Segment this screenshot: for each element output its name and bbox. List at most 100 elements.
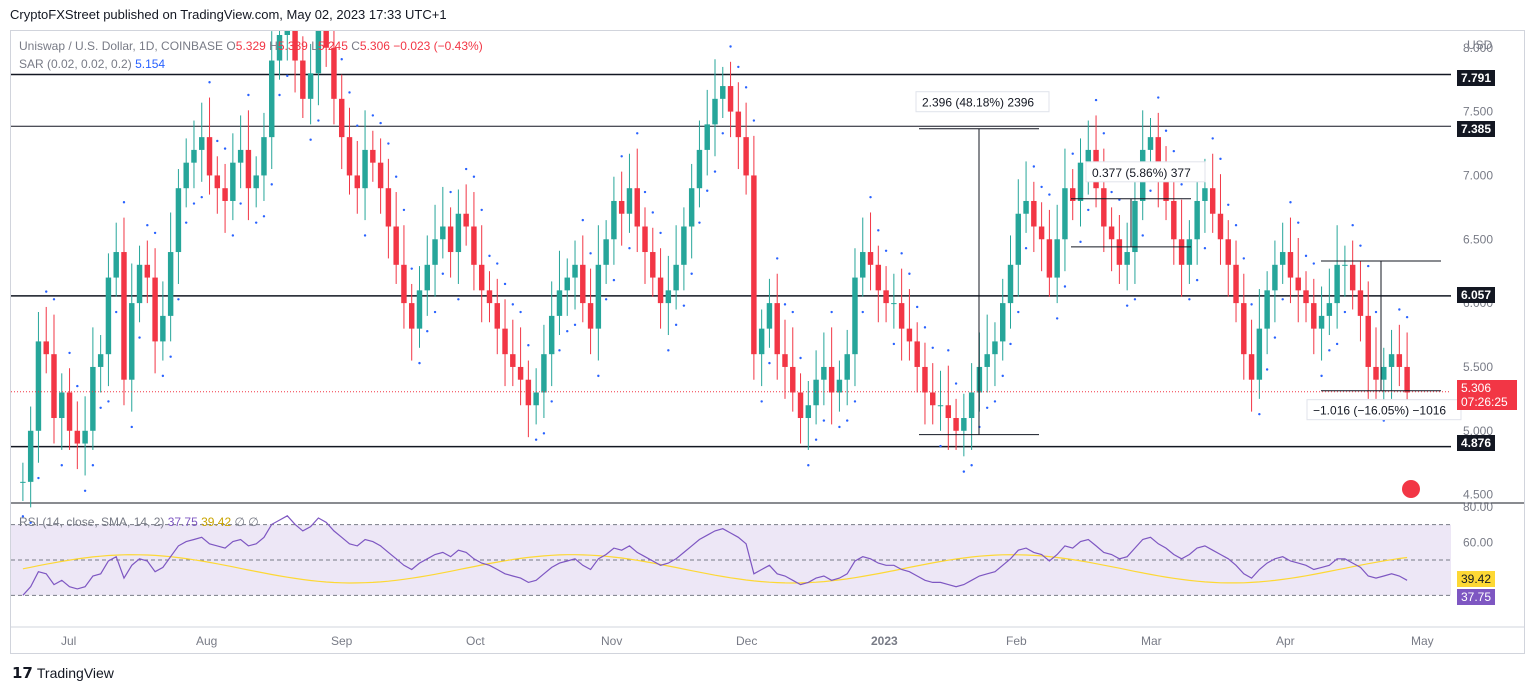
candle-body [1186,239,1193,265]
candle-body [276,35,283,61]
candle-body [346,137,353,176]
candle-body [494,303,500,329]
x-axis-tick: Nov [601,634,622,648]
sar-dot [542,432,546,435]
rsi-value: 37.75 [167,515,198,529]
sar-dot [317,119,320,122]
sar-dot [192,202,196,205]
sar-dot [1281,298,1284,301]
candle-body [782,354,788,367]
sar-dot [1180,183,1183,186]
rsi-line [22,515,1408,596]
sar-dot [1273,336,1277,339]
measure-label: 2.396 (48.18%) 2396 [922,96,1034,110]
rsi-extra: ∅ ∅ [234,515,259,529]
sar-dot [1265,368,1269,371]
sar-dot [91,464,95,467]
sar-dot [52,298,56,301]
candle-body [385,188,392,227]
symbol-legend: Uniswap / U.S. Dollar, 1D, COINBASE O5.3… [19,39,483,53]
chart-canvas[interactable]: 8.0007.5007.0006.5006.0005.5005.0004.500… [11,31,1524,653]
x-axis-tick: Mar [1141,634,1162,648]
candle-body [1155,137,1161,176]
candle-body [790,366,796,393]
candle-body [618,200,625,214]
candle-body [323,31,329,48]
sar-dot [1063,285,1067,288]
candle-body [1381,366,1387,380]
candle-body [1318,315,1325,329]
sar-dot [985,406,989,409]
candle-body [237,149,244,163]
candle-body [945,405,952,419]
sar-dot [737,65,740,69]
sar-dot [993,400,997,403]
candle-body [1209,188,1216,214]
candle-body [261,137,267,176]
candle-body [1373,366,1379,380]
y-axis-tick: 7.000 [1463,168,1493,182]
sar-dot [853,400,857,403]
candle-body [315,31,322,74]
y-axis-tick: 5.000 [1463,424,1493,438]
sar-dot [1032,165,1036,168]
x-axis-tick: Apr [1276,634,1295,648]
sar-dot [496,262,499,265]
candle-body [1069,188,1076,201]
chart-frame[interactable]: 8.000 7.500 7.000 6.500 6.000 5.500 5.000 4.500… [10,30,1525,654]
candle-body [657,277,664,304]
sar-dot [348,91,351,94]
sar-dot [1071,152,1074,155]
sar-dot [869,195,872,199]
candle-body [1396,354,1403,367]
sar-dot [153,231,157,235]
rsi-band [11,524,1451,596]
sar-dot [169,355,172,358]
sar-dot [744,86,748,89]
candle-body [852,277,858,355]
close-label: C [351,39,360,53]
y-axis-tick: 5.500 [1463,360,1493,374]
rsi-legend: RSI (14, close, SMA, 14, 2) 37.75 39.42 … [19,515,259,529]
measure-label-box [1085,161,1206,183]
sar-dot [184,221,188,224]
sar-dot [247,93,250,97]
sar-dot [1001,374,1004,378]
candle-body [634,188,640,227]
candle-body [758,328,765,355]
candle-body [43,341,49,355]
sar-dot [1234,224,1238,227]
sar-dot [1195,278,1199,282]
sar-dot [99,406,102,409]
sar-dot [659,231,662,235]
rsi-label: RSI (14, close, SMA, 14, 2) [19,515,165,529]
candle-body [930,392,936,406]
candle-body [517,366,524,380]
sar-dot [760,400,763,403]
sar-dot [1304,254,1308,258]
candle-body [1279,252,1286,265]
sar-dot [1219,157,1222,161]
sar-label: SAR (0.02, 0.02, 0.2) [19,57,132,71]
sar-dot [1172,149,1176,153]
candle-body [269,60,275,138]
sar-dot [379,121,382,125]
candle-body [860,252,866,278]
candle-body [1388,354,1395,367]
candle-body [1132,200,1138,253]
sar-dot [464,167,468,171]
candle-body [1272,264,1278,291]
candle-body [1256,328,1263,380]
candle-body [1404,366,1410,393]
candle-body [471,226,477,265]
candle-body [580,264,586,304]
tradingview-logo[interactable]: 𝟭𝟳 TradingView [12,664,114,682]
candle-body [626,188,633,214]
high-value: 5.339 [277,39,308,53]
rsi-sma-line [22,554,1408,584]
sar-dot [713,170,717,173]
sar-dot [581,218,584,222]
sar-dot [768,361,771,365]
sar-dot [1289,201,1292,204]
sar-dot [636,132,639,135]
